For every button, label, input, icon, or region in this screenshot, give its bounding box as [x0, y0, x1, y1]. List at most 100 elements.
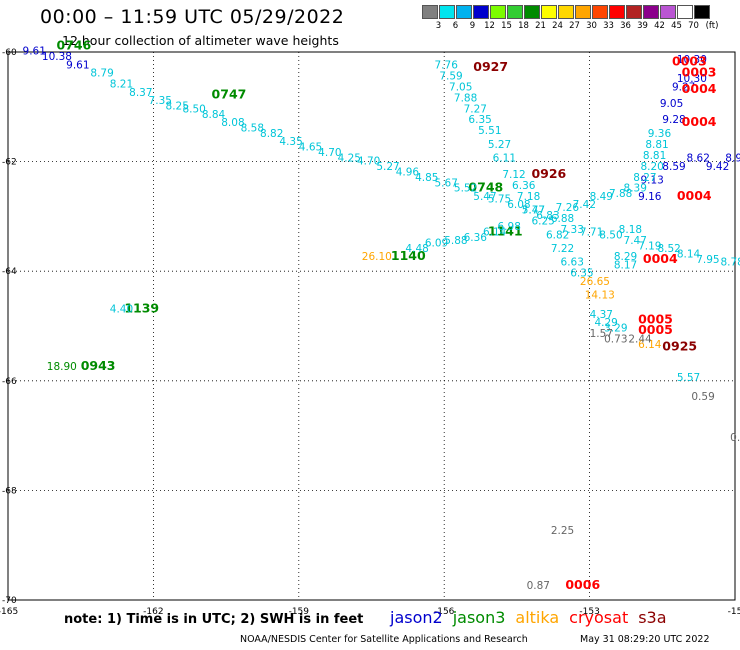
- wave-height-value: 5.27: [488, 139, 511, 151]
- wave-height-value: 4.35: [279, 136, 302, 148]
- wave-height-value: 9.16: [638, 191, 662, 203]
- wave-height-value: 0.73: [604, 333, 627, 345]
- wave-height-value: 8.58: [241, 122, 264, 134]
- wave-height-value: 4.85: [415, 172, 438, 184]
- pass-time-label: 0003: [682, 65, 717, 80]
- wave-height-value: 8.50: [599, 229, 622, 241]
- wave-height-value: 8.81: [643, 150, 666, 162]
- legend-label: 24: [552, 21, 563, 31]
- wave-height-value: 0.59: [691, 391, 714, 403]
- wave-height-value: 8.62: [687, 153, 710, 165]
- legend-swatch: [643, 5, 659, 19]
- legend-labels: 3 6 9 12 15 18 21 24 27 30 33 36 39 42 45 70 (ft): [422, 19, 722, 31]
- wave-height-value: 10.38: [42, 51, 72, 63]
- wave-height-value: 8.25: [166, 101, 189, 113]
- wave-height-value: 8.21: [110, 79, 133, 91]
- wave-height-value: 8.49: [590, 191, 613, 203]
- wave-height-value: 26.10: [362, 251, 392, 263]
- legend-swatch: [575, 5, 591, 19]
- wave-height-value: 8.20: [640, 161, 663, 173]
- legend-label: 27: [569, 21, 580, 31]
- footer-note: note: 1) Time is in UTC; 2) SWH is in fe…: [64, 612, 364, 627]
- wave-height-value: 0.5: [730, 432, 740, 444]
- wave-height-value: 5.51: [478, 125, 501, 137]
- legend-swatch: [541, 5, 557, 19]
- wave-height-value: 7.71: [580, 227, 603, 239]
- legend-color-boxes: [422, 5, 722, 19]
- wave-height-value: 7.47: [624, 235, 647, 247]
- legend-label: 70: [688, 21, 699, 31]
- legend-label: 21: [535, 21, 546, 31]
- legend-label: 9: [469, 21, 476, 31]
- wave-height-value: 6.98: [498, 221, 521, 233]
- wave-height-value: 7.35: [149, 95, 172, 107]
- satellite-cryosat: cryosat: [569, 608, 629, 627]
- wave-height-value: 5.75: [488, 194, 511, 206]
- wave-height-value: 8.18: [619, 224, 642, 236]
- legend-label: 45: [671, 21, 682, 31]
- wave-height-value: 10.30: [677, 73, 707, 85]
- wave-height-value: 5.77: [522, 205, 545, 217]
- wave-height-value: 10.30: [677, 54, 707, 66]
- wave-height-value: 4.48: [405, 243, 428, 255]
- wave-height-value: 8.81: [645, 139, 668, 151]
- legend-swatch: [677, 5, 693, 19]
- y-tick-label: -68: [2, 486, 17, 496]
- wave-height-value: 6.11: [493, 153, 516, 165]
- satellite-jason2: jason2: [390, 608, 443, 627]
- wave-height-value: 8.82: [260, 128, 283, 140]
- pass-time-label: 0004: [677, 188, 712, 203]
- wave-height-value: 7.76: [435, 59, 459, 71]
- wave-height-value: 7.22: [551, 243, 574, 255]
- legend-swatch: [473, 5, 489, 19]
- wave-height-value: 8.9: [725, 153, 740, 165]
- wave-height-value: 9.42: [706, 161, 729, 173]
- legend-swatch: [660, 5, 676, 19]
- pass-time-label: 0926: [531, 166, 566, 181]
- wave-height-value: 1.57: [590, 328, 613, 340]
- wave-height-value: 8.17: [614, 259, 637, 271]
- wave-height-value: 9.61: [23, 46, 46, 58]
- x-tick-label: -153: [579, 607, 599, 617]
- wave-height-value: 6.82: [546, 229, 569, 241]
- wave-height-value: 6.25: [531, 216, 554, 228]
- wave-height-value: 4.25: [338, 153, 361, 165]
- wave-height-value: 6.88: [551, 213, 574, 225]
- y-tick-label: -60: [2, 48, 17, 58]
- satellite-legend: jason2 jason3 altika cryosat s3a: [390, 608, 677, 627]
- wave-height-value: 7.47: [522, 205, 545, 217]
- wave-height-value: 8.27: [633, 172, 656, 184]
- legend-swatch: [439, 5, 455, 19]
- legend-swatch: [626, 5, 642, 19]
- wave-height-value: 5.88: [444, 235, 467, 247]
- pass-time-label: 0004: [643, 251, 678, 266]
- pass-time-label: 0927: [473, 59, 508, 74]
- y-tick-label: -66: [2, 377, 17, 387]
- wave-height-value: 8.79: [90, 68, 113, 80]
- legend-swatch: [422, 5, 438, 19]
- legend-swatch: [694, 5, 710, 19]
- wave-height-value: 6.63: [561, 257, 584, 269]
- pass-time-label: 0747: [212, 87, 247, 102]
- color-legend: 3 6 9 12 15 18 21 24 27 30 33 36 39 42 45 70 (ft): [422, 5, 722, 31]
- generated-timestamp: May 31 08:29:20 UTC 2022: [580, 634, 710, 645]
- wave-height-value: 7.88: [454, 92, 477, 104]
- wave-height-value: 7.19: [638, 240, 661, 252]
- pass-time-label: 0004: [682, 114, 717, 129]
- grid-lines: [8, 52, 735, 600]
- legend-label: 30: [586, 21, 597, 31]
- wave-height-value: 2.44: [628, 333, 652, 345]
- wave-height-value: 8.14: [677, 249, 701, 261]
- wave-height-value: 3.29: [604, 322, 627, 334]
- wave-height-value: 7.88: [609, 188, 632, 200]
- wave-height-value: 6.14: [483, 227, 507, 239]
- wave-height-value: 4.70: [318, 147, 341, 159]
- wave-height-value: 5.57: [677, 372, 700, 384]
- wave-height-value: 8.59: [662, 161, 685, 173]
- legend-swatch: [524, 5, 540, 19]
- legend-label: 42: [654, 21, 665, 31]
- wave-height-value: 4.37: [590, 309, 613, 321]
- wave-height-value: 6.14: [638, 339, 662, 351]
- credit-text: NOAA/NESDIS Center for Satellite Applica…: [240, 634, 528, 645]
- wave-height-value: 8.08: [221, 117, 244, 129]
